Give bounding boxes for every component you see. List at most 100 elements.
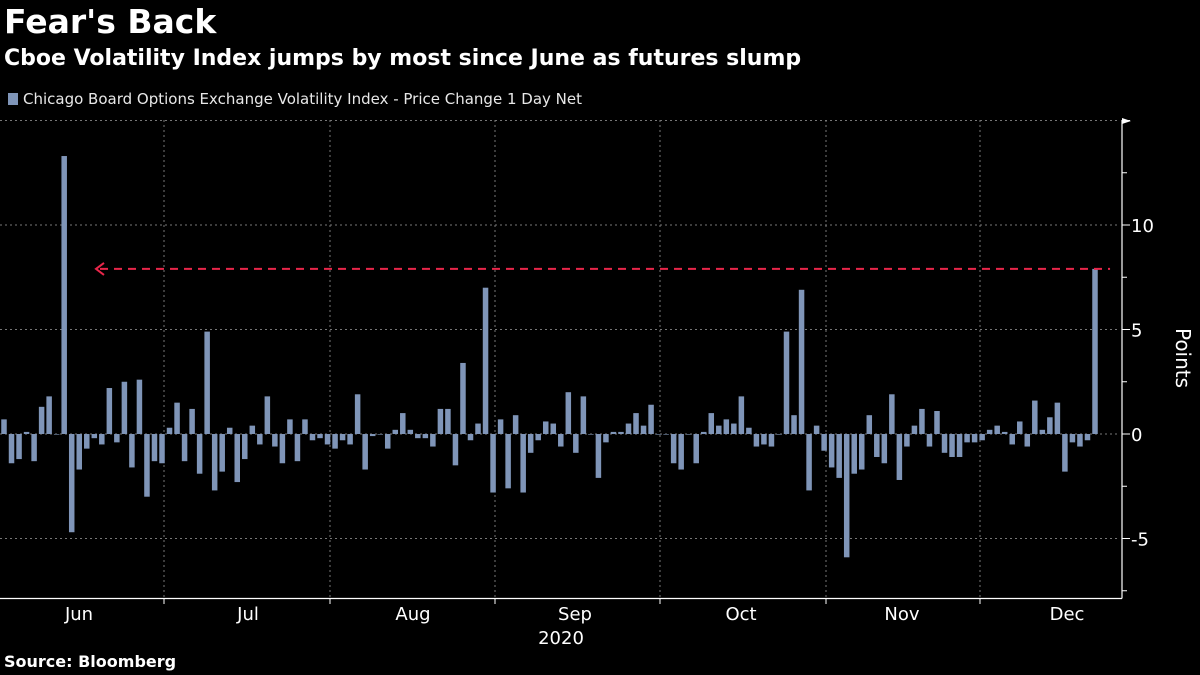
x-tick-label: Aug (395, 604, 430, 625)
y-tick-label: 10 (1131, 216, 1154, 237)
bar (324, 434, 331, 445)
bar (475, 423, 481, 434)
bar (1047, 417, 1053, 434)
bar (249, 425, 256, 434)
bar (1017, 421, 1023, 434)
bar (618, 431, 624, 434)
bar (603, 434, 609, 443)
bar (354, 394, 361, 434)
bar (339, 434, 346, 441)
bar (445, 408, 451, 434)
bar (422, 434, 429, 439)
y-tick-label: 0 (1131, 425, 1142, 446)
bar (520, 434, 526, 493)
bar (204, 331, 210, 434)
bar (452, 434, 459, 466)
bar (302, 419, 308, 434)
bar (648, 404, 654, 434)
bar (317, 434, 323, 439)
bar (723, 419, 730, 434)
bar (573, 434, 579, 453)
bar (964, 434, 970, 443)
bar (242, 434, 248, 460)
bar (542, 421, 549, 434)
bar (663, 434, 669, 435)
bar (979, 434, 985, 441)
bar (919, 408, 925, 434)
bar (16, 434, 22, 460)
bar (1069, 434, 1076, 443)
grid-lines (0, 120, 1120, 598)
bar (595, 434, 602, 478)
bar (708, 413, 715, 434)
bars (1, 156, 1098, 558)
bar (655, 434, 662, 435)
bar (61, 156, 67, 434)
bar (1077, 434, 1083, 447)
bar (859, 434, 865, 470)
bar (1009, 434, 1015, 445)
bar (588, 434, 594, 435)
bar (257, 434, 263, 445)
x-tick-label: Jul (236, 604, 259, 625)
y-tick-labels: -5 0 5 10 (1131, 216, 1154, 551)
bar (971, 434, 978, 443)
bar (76, 434, 82, 470)
bar (400, 413, 406, 434)
bar (497, 419, 504, 434)
bar (1062, 434, 1068, 472)
bar (527, 434, 534, 453)
x-tick-label: Sep (558, 604, 592, 625)
bar (926, 434, 933, 447)
bar (294, 434, 301, 462)
bar (738, 396, 745, 434)
bar (1039, 429, 1046, 434)
bar (753, 434, 760, 447)
bar (866, 415, 873, 434)
bar (505, 434, 511, 489)
bar (874, 434, 880, 457)
bar (287, 419, 293, 434)
bar (889, 394, 895, 434)
legend-label: Chicago Board Options Exchange Volatilit… (23, 90, 582, 108)
bar (934, 411, 940, 434)
y-tick-label: 5 (1131, 321, 1142, 342)
bar (1054, 402, 1061, 434)
legend: Chicago Board Options Exchange Volatilit… (8, 90, 582, 108)
bar (791, 415, 797, 434)
bar (558, 434, 564, 447)
x-tick-label: Jun (64, 604, 93, 625)
bar (550, 423, 557, 434)
bar (467, 434, 474, 441)
bar (166, 427, 173, 434)
source-note: Source: Bloomberg (4, 652, 177, 671)
bar (279, 434, 286, 464)
bar (535, 434, 541, 441)
bar (23, 431, 30, 434)
bar (377, 434, 383, 435)
bar (904, 434, 910, 447)
bar (362, 434, 368, 470)
bar (490, 434, 496, 493)
annotation-arrowhead-icon (94, 262, 105, 276)
bar (798, 289, 805, 434)
bar (68, 434, 75, 533)
bar (768, 434, 775, 447)
bar (384, 434, 391, 449)
bar (828, 434, 835, 468)
bar (1024, 434, 1031, 447)
bar (114, 434, 120, 443)
bar (226, 427, 233, 434)
bar (1, 419, 7, 434)
bar (776, 434, 782, 435)
annotation (94, 262, 1111, 276)
bar (565, 392, 572, 434)
bar (949, 434, 955, 457)
bar (106, 388, 113, 434)
bar (31, 434, 37, 462)
bar (806, 434, 812, 491)
bar (1001, 431, 1008, 434)
axes (0, 118, 1131, 604)
bar (1084, 434, 1091, 441)
